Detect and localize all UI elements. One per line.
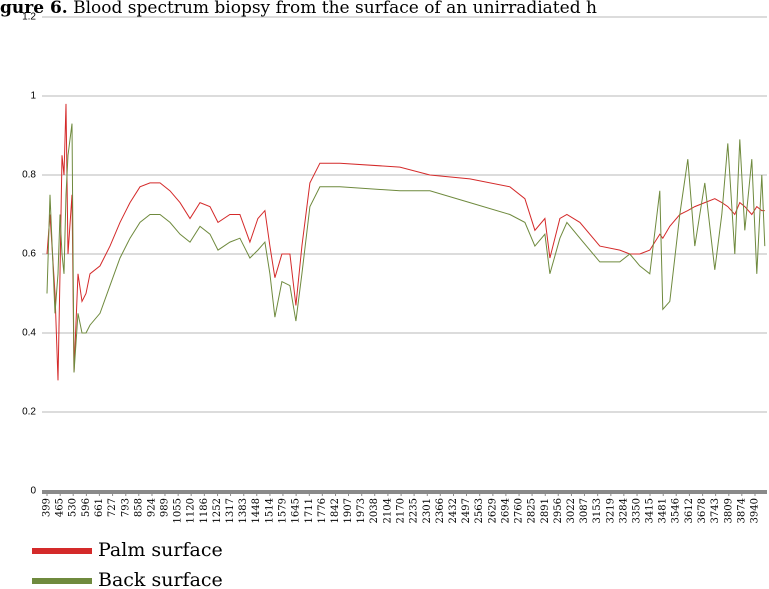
x-tick-label: 3612 xyxy=(684,498,695,523)
x-tick-label: 1776 xyxy=(317,498,328,523)
x-tick-label: 3219 xyxy=(605,498,616,523)
line-series xyxy=(46,103,765,381)
x-tick-label: 596 xyxy=(81,498,92,517)
x-tick-label: 989 xyxy=(159,498,170,517)
legend-label: Palm surface xyxy=(98,539,223,561)
x-tick-label: 3022 xyxy=(566,498,577,523)
x-tick-label: 399 xyxy=(42,498,53,517)
x-tick-label: 2170 xyxy=(396,498,407,523)
x-tick-label: 3087 xyxy=(579,498,590,523)
x-tick-label: 2629 xyxy=(487,498,498,523)
x-tick-label: 2760 xyxy=(514,498,525,523)
legend-swatch xyxy=(32,578,92,584)
x-tick-label: 2104 xyxy=(382,498,393,523)
x-tick-label: 3874 xyxy=(736,498,747,523)
x-tick-label: 727 xyxy=(107,498,118,517)
y-tick-label: 0.8 xyxy=(22,170,36,181)
x-tick-label: 465 xyxy=(55,498,66,517)
x-tick-label: 1120 xyxy=(186,498,197,523)
x-tick-label: 3284 xyxy=(618,498,629,523)
x-tick-label: 3481 xyxy=(658,498,669,523)
x-tick-label: 2301 xyxy=(422,498,433,523)
x-tick-label: 1055 xyxy=(173,498,184,523)
chart-title: gure 6. Blood spectrum biopsy from the s… xyxy=(0,0,597,18)
x-tick-label: 2956 xyxy=(553,498,564,523)
y-tick-label: 0.2 xyxy=(22,407,36,418)
x-tick-label: 793 xyxy=(120,498,131,517)
legend-swatch xyxy=(32,548,92,554)
x-tick-label: 1907 xyxy=(343,498,354,523)
x-tick-label: 1514 xyxy=(264,498,275,523)
x-tick-label: 1448 xyxy=(251,498,262,523)
x-tick-label: 530 xyxy=(68,498,79,517)
line-series xyxy=(46,123,766,373)
x-tick-label: 2038 xyxy=(369,498,380,523)
x-tick-label: 1186 xyxy=(199,498,210,523)
x-tick-label: 2235 xyxy=(409,498,420,523)
x-tick-label: 3940 xyxy=(750,498,761,523)
x-tick-label: 1579 xyxy=(277,498,288,523)
x-tick-label: 3743 xyxy=(710,498,721,523)
x-tick-label: 2563 xyxy=(474,498,485,523)
x-tick-label: 2694 xyxy=(500,498,511,523)
x-tick-label: 3350 xyxy=(632,498,643,523)
x-tick-label: 3415 xyxy=(645,498,656,523)
x-tick-label: 2825 xyxy=(527,498,538,523)
x-tick-label: 1383 xyxy=(238,498,249,523)
x-tick-label: 1973 xyxy=(356,498,367,523)
x-tick-label: 3546 xyxy=(671,498,682,523)
x-tick-label: 1317 xyxy=(225,498,236,523)
y-tick-label: 0 xyxy=(30,486,36,497)
title-text: Blood spectrum biopsy from the surface o… xyxy=(73,0,597,18)
x-tick-label: 1252 xyxy=(212,498,223,523)
x-tick-label: 2497 xyxy=(461,498,472,523)
x-tick-label: 661 xyxy=(94,498,105,517)
x-tick-label: 2366 xyxy=(435,498,446,523)
x-tick-label: 858 xyxy=(133,498,144,517)
legend-label: Back surface xyxy=(98,569,223,589)
x-tick-label: 2432 xyxy=(448,498,459,523)
x-tick-label: 3678 xyxy=(697,498,708,523)
x-tick-label: 924 xyxy=(146,498,157,517)
x-tick-label: 3809 xyxy=(723,498,734,523)
x-tick-label: 2891 xyxy=(540,498,551,523)
y-tick-label: 1.2 xyxy=(22,12,36,23)
y-tick-label: 0.6 xyxy=(22,249,36,260)
x-tick-label: 3153 xyxy=(592,498,603,523)
figure-label: gure 6. xyxy=(0,0,68,18)
y-tick-label: 0.4 xyxy=(22,328,36,339)
x-tick-label: 1645 xyxy=(291,498,302,523)
x-tick-label: 1842 xyxy=(330,498,341,523)
x-tick-label: 1711 xyxy=(304,498,315,523)
y-tick-label: 1 xyxy=(30,91,36,102)
